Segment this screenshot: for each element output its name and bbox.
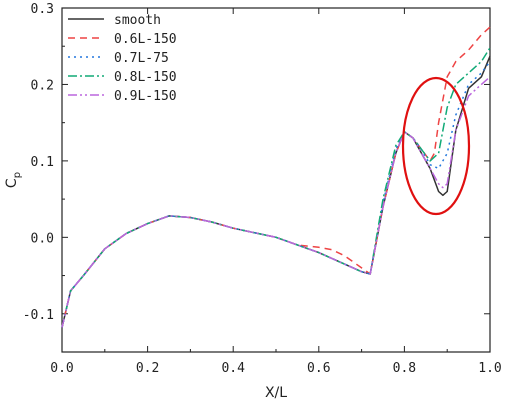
legend-label: 0.7L-75 bbox=[114, 51, 169, 66]
y-tick-label: 0.0 bbox=[31, 231, 54, 246]
y-tick-label: 0.2 bbox=[31, 78, 54, 93]
series-line-0-7l-75 bbox=[61, 61, 491, 328]
y-axis-title-main: C bbox=[4, 178, 20, 188]
series-layer bbox=[61, 26, 491, 328]
y-axis-title: Cp bbox=[4, 172, 23, 188]
y-tick-label: -0.1 bbox=[23, 308, 54, 323]
x-tick-label: 0.8 bbox=[393, 361, 416, 376]
legend-label: 0.9L-150 bbox=[114, 89, 177, 104]
y-tick-label: 0.3 bbox=[31, 2, 54, 17]
legend-label: 0.6L-150 bbox=[114, 32, 177, 47]
y-axis-title-subscript: p bbox=[12, 172, 23, 178]
x-tick-label: 0.4 bbox=[221, 361, 245, 376]
series-line-0-9l-150 bbox=[61, 76, 491, 328]
y-tick-label: 0.1 bbox=[31, 155, 54, 170]
x-tick-label: 1.0 bbox=[478, 361, 501, 376]
legend: smooth 0.6L-150 0.7L-75 0.8L-150 0.9L-150 bbox=[68, 13, 177, 104]
x-tick-label: 0.2 bbox=[136, 361, 159, 376]
axis-labels: X/L Cp bbox=[4, 172, 287, 401]
legend-label: smooth bbox=[114, 13, 161, 28]
annotation-layer bbox=[401, 76, 471, 216]
x-tick-label: 0.6 bbox=[307, 361, 330, 376]
y-axis-title-text: Cp bbox=[4, 172, 23, 188]
highlight-ellipse bbox=[401, 76, 471, 216]
legend-label: 0.8L-150 bbox=[114, 70, 177, 85]
axes-layer: 0.0 0.2 0.4 0.6 0.8 1.0 -0.1 0.0 0.1 0.2 0.3 bbox=[23, 2, 502, 376]
x-tick-label: 0.0 bbox=[50, 361, 73, 376]
x-axis-title: X/L bbox=[265, 385, 287, 401]
